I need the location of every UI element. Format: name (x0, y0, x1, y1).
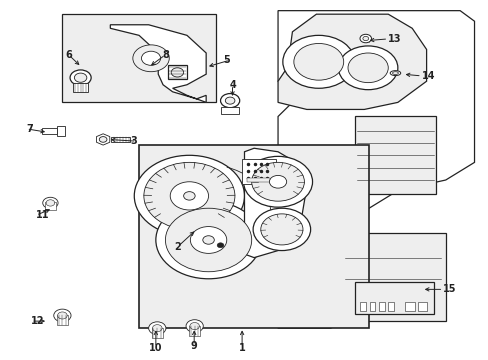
Bar (151, 328, 163, 338)
Text: 5: 5 (223, 55, 230, 65)
Circle shape (362, 36, 368, 41)
Bar (221, 107, 238, 114)
Bar (167, 65, 186, 80)
Circle shape (46, 200, 55, 206)
Bar (188, 326, 200, 336)
Circle shape (74, 73, 87, 82)
Circle shape (134, 155, 244, 237)
Bar (44, 202, 56, 210)
Text: 2: 2 (174, 242, 181, 252)
Circle shape (251, 162, 304, 201)
Circle shape (148, 322, 165, 334)
Circle shape (185, 320, 203, 332)
Ellipse shape (389, 71, 400, 76)
Circle shape (171, 68, 183, 77)
Text: 15: 15 (443, 284, 456, 294)
Circle shape (293, 44, 343, 80)
Circle shape (143, 162, 234, 229)
Text: 3: 3 (130, 136, 137, 146)
Circle shape (152, 325, 162, 332)
Circle shape (42, 197, 58, 208)
Bar (360, 302, 366, 311)
Ellipse shape (392, 72, 398, 75)
Text: 13: 13 (387, 34, 401, 44)
Text: 11: 11 (36, 210, 49, 220)
Circle shape (282, 35, 354, 88)
Text: 4: 4 (229, 80, 235, 90)
Circle shape (220, 94, 239, 108)
Bar (378, 302, 384, 311)
Polygon shape (278, 11, 473, 328)
Bar (57, 126, 65, 136)
Bar (42, 128, 57, 134)
Polygon shape (244, 148, 306, 258)
Circle shape (70, 70, 91, 85)
Circle shape (203, 236, 214, 244)
Bar (57, 315, 68, 325)
Circle shape (217, 243, 224, 248)
Circle shape (58, 312, 67, 319)
Bar (354, 117, 435, 194)
Bar (387, 302, 393, 311)
Polygon shape (96, 134, 109, 145)
Text: 14: 14 (421, 71, 434, 81)
Circle shape (165, 208, 251, 272)
Circle shape (347, 53, 387, 83)
Circle shape (156, 201, 261, 279)
Bar (404, 302, 414, 311)
Circle shape (133, 45, 169, 72)
Polygon shape (278, 14, 426, 109)
Circle shape (141, 51, 160, 66)
Circle shape (243, 156, 312, 207)
Circle shape (225, 97, 234, 104)
Bar (62, 14, 215, 102)
Text: 1: 1 (238, 343, 245, 352)
Text: 12: 12 (31, 316, 45, 326)
Circle shape (54, 309, 71, 322)
Text: 7: 7 (26, 124, 33, 134)
Bar (369, 302, 375, 311)
Circle shape (183, 192, 195, 200)
Bar (354, 282, 433, 314)
Circle shape (170, 182, 208, 210)
Circle shape (253, 208, 310, 251)
Circle shape (260, 214, 303, 245)
Polygon shape (110, 25, 206, 102)
Bar (111, 137, 130, 141)
Text: 10: 10 (149, 343, 163, 352)
Text: 6: 6 (65, 50, 72, 60)
Bar (246, 178, 269, 182)
Bar (73, 83, 88, 92)
Bar (242, 159, 275, 184)
Circle shape (338, 46, 397, 90)
Circle shape (189, 323, 199, 330)
Bar (417, 302, 426, 311)
Text: 8: 8 (162, 50, 168, 60)
Bar (139, 145, 368, 328)
Circle shape (99, 136, 107, 142)
Bar (340, 233, 445, 321)
Circle shape (359, 34, 371, 43)
Circle shape (190, 226, 226, 253)
Circle shape (269, 175, 286, 188)
Text: 9: 9 (190, 341, 197, 351)
